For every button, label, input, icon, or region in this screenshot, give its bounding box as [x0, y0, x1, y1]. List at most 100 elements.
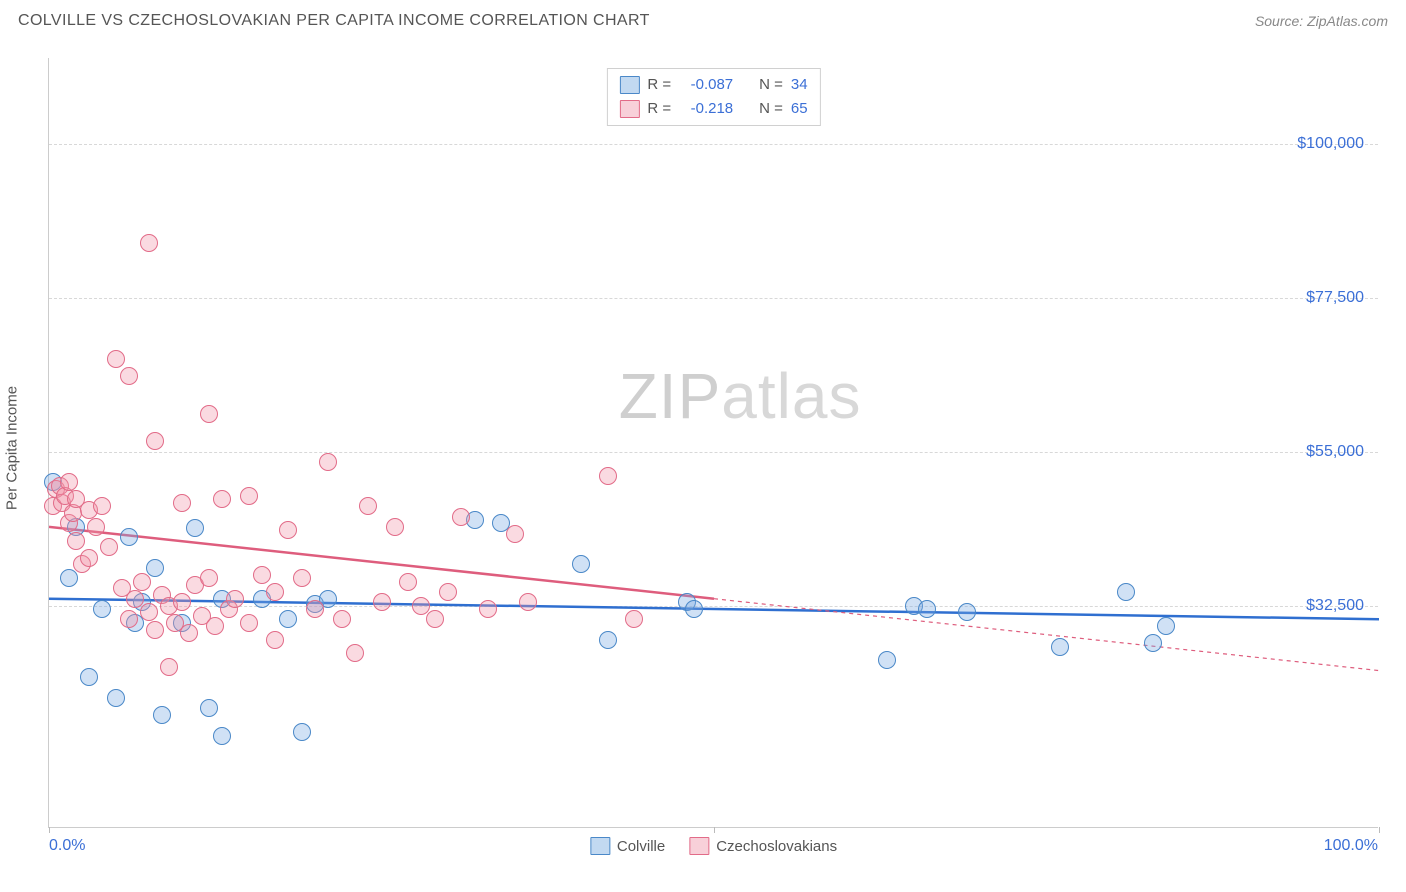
x-tick-label: 0.0%	[49, 837, 85, 855]
data-point	[599, 467, 617, 485]
n-value: 65	[791, 97, 808, 121]
r-value: -0.218	[679, 97, 733, 121]
data-point	[1117, 583, 1135, 601]
data-point	[279, 610, 297, 628]
y-tick-label: $55,000	[1306, 443, 1364, 461]
gridline	[49, 298, 1378, 299]
data-point	[206, 617, 224, 635]
data-point	[60, 569, 78, 587]
data-point	[80, 668, 98, 686]
watermark: ZIPatlas	[619, 359, 862, 433]
data-point	[146, 559, 164, 577]
series-legend: Colville Czechoslovakians	[590, 837, 837, 855]
legend-item: Colville	[590, 837, 665, 855]
data-point	[479, 600, 497, 618]
data-point	[625, 610, 643, 628]
data-point	[240, 614, 258, 632]
data-point	[93, 600, 111, 618]
data-point	[200, 699, 218, 717]
trend-lines	[49, 58, 1379, 828]
gridline	[49, 452, 1378, 453]
data-point	[878, 651, 896, 669]
data-point	[319, 453, 337, 471]
data-point	[293, 569, 311, 587]
data-point	[519, 593, 537, 611]
y-tick-label: $77,500	[1306, 289, 1364, 307]
data-point	[279, 521, 297, 539]
data-point	[186, 519, 204, 537]
data-point	[107, 689, 125, 707]
data-point	[120, 610, 138, 628]
data-point	[146, 621, 164, 639]
data-point	[1051, 638, 1069, 656]
data-point	[100, 538, 118, 556]
data-point	[173, 593, 191, 611]
r-label: R =	[647, 73, 671, 97]
data-point	[506, 525, 524, 543]
data-point	[439, 583, 457, 601]
data-point	[1144, 634, 1162, 652]
data-point	[346, 644, 364, 662]
data-point	[373, 593, 391, 611]
data-point	[200, 405, 218, 423]
gridline	[49, 606, 1378, 607]
data-point	[60, 473, 78, 491]
data-point	[306, 600, 324, 618]
plot-area: ZIPatlas R =-0.087N =34R =-0.218N =65 Co…	[48, 58, 1378, 828]
data-point	[213, 490, 231, 508]
data-point	[173, 494, 191, 512]
chart-title: COLVILLE VS CZECHOSLOVAKIAN PER CAPITA I…	[18, 12, 650, 30]
data-point	[426, 610, 444, 628]
data-point	[120, 367, 138, 385]
data-point	[266, 631, 284, 649]
y-tick-label: $100,000	[1297, 135, 1364, 153]
x-tick-mark	[49, 827, 50, 833]
legend-swatch	[590, 837, 610, 855]
data-point	[140, 603, 158, 621]
legend-swatch	[689, 837, 709, 855]
r-value: -0.087	[679, 73, 733, 97]
data-point	[160, 658, 178, 676]
source-citation: Source: ZipAtlas.com	[1255, 13, 1388, 29]
y-axis-label: Per Capita Income	[4, 386, 21, 510]
data-point	[226, 590, 244, 608]
gridline	[49, 144, 1378, 145]
data-point	[1157, 617, 1175, 635]
x-tick-mark	[714, 827, 715, 833]
data-point	[93, 497, 111, 515]
data-point	[452, 508, 470, 526]
data-point	[153, 706, 171, 724]
data-point	[572, 555, 590, 573]
y-tick-label: $32,500	[1306, 597, 1364, 615]
n-label: N =	[759, 73, 783, 97]
data-point	[180, 624, 198, 642]
legend-swatch	[619, 76, 639, 94]
data-point	[253, 566, 271, 584]
data-point	[599, 631, 617, 649]
data-point	[67, 532, 85, 550]
data-point	[918, 600, 936, 618]
data-point	[399, 573, 417, 591]
data-point	[958, 603, 976, 621]
n-label: N =	[759, 97, 783, 121]
data-point	[107, 350, 125, 368]
legend-label: Czechoslovakians	[716, 838, 837, 855]
data-point	[80, 549, 98, 567]
data-point	[685, 600, 703, 618]
r-label: R =	[647, 97, 671, 121]
correlation-legend: R = -0.087 N = 34 R = -0.218 N = 65	[606, 68, 820, 126]
data-point	[87, 518, 105, 536]
data-point	[200, 569, 218, 587]
data-point	[240, 487, 258, 505]
legend-row: R = -0.087 N = 34	[619, 73, 807, 97]
data-point	[213, 727, 231, 745]
n-value: 34	[791, 73, 808, 97]
legend-swatch	[619, 100, 639, 118]
x-tick-mark	[1379, 827, 1380, 833]
data-point	[146, 432, 164, 450]
x-tick-label: 100.0%	[1324, 837, 1378, 855]
legend-label: Colville	[617, 838, 665, 855]
legend-item: Czechoslovakians	[689, 837, 837, 855]
data-point	[140, 234, 158, 252]
data-point	[133, 573, 151, 591]
